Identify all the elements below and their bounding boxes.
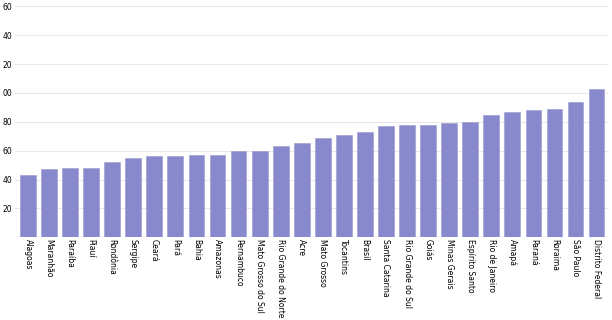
Bar <box>462 122 478 237</box>
Bar <box>420 125 436 237</box>
Bar <box>357 132 373 237</box>
Bar <box>483 115 499 237</box>
Bar <box>125 158 141 237</box>
Bar <box>62 168 78 237</box>
Bar <box>547 109 562 237</box>
Bar <box>378 126 394 237</box>
Bar <box>315 138 330 237</box>
Bar <box>168 156 183 237</box>
Bar <box>336 135 352 237</box>
Bar <box>41 170 57 237</box>
Bar <box>273 146 289 237</box>
Bar <box>104 162 120 237</box>
Bar <box>504 112 520 237</box>
Bar <box>252 151 267 237</box>
Bar <box>146 156 162 237</box>
Bar <box>589 89 605 237</box>
Bar <box>294 143 310 237</box>
Bar <box>526 110 541 237</box>
Bar <box>399 125 415 237</box>
Bar <box>83 168 99 237</box>
Bar <box>441 123 457 237</box>
Bar <box>20 175 36 237</box>
Bar <box>567 101 583 237</box>
Bar <box>231 151 247 237</box>
Bar <box>188 155 204 237</box>
Bar <box>209 155 225 237</box>
